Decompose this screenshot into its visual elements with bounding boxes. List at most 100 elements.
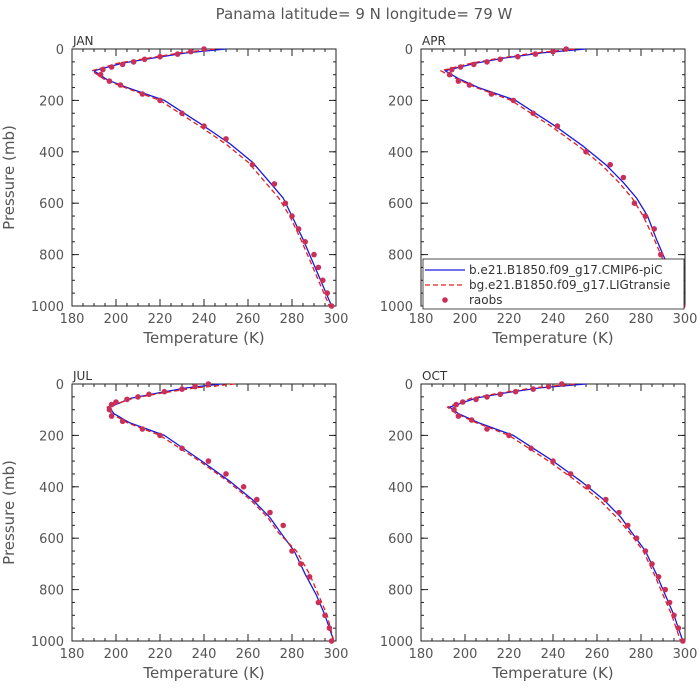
raobs-point xyxy=(484,426,490,432)
raobs-point xyxy=(141,56,148,63)
y-axis-label: Pressure (mb) xyxy=(0,460,18,565)
raobs-point xyxy=(326,625,333,631)
legend-marker-raobs xyxy=(442,297,448,303)
raobs-point xyxy=(106,78,113,84)
x-tick-label: 260 xyxy=(585,312,610,327)
plot-frame xyxy=(71,48,337,307)
raobs-point xyxy=(201,46,207,52)
y-tick-label: 400 xyxy=(388,481,413,496)
raobs-point xyxy=(100,66,106,73)
raobs-point xyxy=(567,471,574,477)
y-tick-label: 200 xyxy=(39,94,64,109)
y-tick-label: 1000 xyxy=(380,635,413,650)
raobs-point xyxy=(157,97,163,104)
y-tick-label: 800 xyxy=(39,584,64,599)
raobs-point xyxy=(642,548,649,554)
x-tick-label: 220 xyxy=(497,647,522,662)
y-tick-label: 0 xyxy=(56,43,64,58)
raobs-point xyxy=(455,78,462,84)
raobs-point xyxy=(607,161,613,168)
raobs-point xyxy=(271,181,278,187)
y-tick-label: 400 xyxy=(39,481,64,496)
y-tick-label: 1000 xyxy=(380,300,413,315)
raobs-point xyxy=(563,46,569,52)
raobs-point xyxy=(179,386,185,392)
raobs-point xyxy=(559,381,565,387)
raobs-point xyxy=(603,496,609,503)
y-tick-label: 800 xyxy=(388,249,413,264)
legend-label: raobs xyxy=(469,293,503,307)
x-tick-label: 200 xyxy=(104,647,129,662)
raobs-point xyxy=(223,471,229,477)
raobs-point xyxy=(449,66,455,73)
raobs-point xyxy=(680,638,686,644)
raobs-point xyxy=(106,406,113,413)
raobs-point xyxy=(583,149,589,155)
raobs-point xyxy=(240,484,247,490)
raobs-point xyxy=(631,200,638,206)
x-tick-label: 180 xyxy=(60,312,85,327)
raobs-point xyxy=(655,574,662,580)
raobs-point xyxy=(324,290,331,296)
raobs-point xyxy=(528,445,534,452)
x-tick-label: 180 xyxy=(409,312,434,327)
y-axis-label: Pressure (mb) xyxy=(0,125,18,230)
raobs-point xyxy=(585,484,591,490)
x-tick-label: 260 xyxy=(236,312,261,327)
series-line-ligtransient xyxy=(446,383,682,642)
y-tick-label: 600 xyxy=(388,532,413,547)
raobs-point xyxy=(658,251,664,258)
raobs-point xyxy=(488,91,495,97)
raobs-point xyxy=(119,61,126,68)
raobs-point xyxy=(161,388,168,395)
raobs-point xyxy=(453,401,460,408)
raobs-point xyxy=(512,388,519,395)
panel-jan: 180 200 220 240 260 280 300 0 200 400 600 800 1000 JA… xyxy=(0,34,348,347)
raobs-point xyxy=(108,413,115,419)
y-tick-label: 600 xyxy=(39,532,64,547)
raobs-point xyxy=(249,161,256,168)
raobs-point xyxy=(530,386,536,392)
raobs-point xyxy=(135,394,141,400)
x-tick-label: 240 xyxy=(541,647,566,662)
series-line-cmip6 xyxy=(444,48,684,307)
raobs-point xyxy=(457,64,464,70)
x-tick-label: 300 xyxy=(324,312,349,327)
raobs-point xyxy=(666,599,673,606)
raobs-point xyxy=(282,200,289,206)
raobs-point xyxy=(530,110,536,117)
x-tick-label: 200 xyxy=(104,312,129,327)
raobs-point xyxy=(471,61,477,68)
raobs-point xyxy=(328,638,335,644)
y-tick-label: 1000 xyxy=(31,300,64,315)
raobs-point xyxy=(289,213,295,219)
raobs-point xyxy=(545,383,552,390)
panel-label: JAN xyxy=(72,34,94,48)
raobs-point xyxy=(119,418,126,425)
legend-box xyxy=(422,258,685,310)
y-tick-label: 400 xyxy=(388,146,413,161)
raobs-point xyxy=(179,445,185,452)
raobs-point xyxy=(306,574,313,580)
figure-title: Panama latitude= 9 N longitude= 79 W xyxy=(216,5,513,23)
x-tick-label: 280 xyxy=(280,647,305,662)
raobs-point xyxy=(315,264,322,271)
raobs-point xyxy=(651,226,657,232)
raobs-point xyxy=(139,426,146,432)
raobs-point xyxy=(267,509,273,516)
raobs-point xyxy=(179,110,185,117)
panel-label: APR xyxy=(422,34,446,48)
y-tick-label: 800 xyxy=(39,249,64,264)
raobs-point xyxy=(302,239,309,245)
raobs-point xyxy=(108,64,115,70)
raobs-point xyxy=(446,71,453,78)
raobs-point xyxy=(124,396,130,403)
x-tick-label: 220 xyxy=(148,647,173,662)
raobs-point xyxy=(157,432,163,439)
x-tick-label: 200 xyxy=(453,312,478,327)
raobs-point xyxy=(205,458,212,464)
raobs-point xyxy=(451,406,457,413)
raobs-point xyxy=(497,391,504,398)
raobs-point xyxy=(157,53,163,60)
